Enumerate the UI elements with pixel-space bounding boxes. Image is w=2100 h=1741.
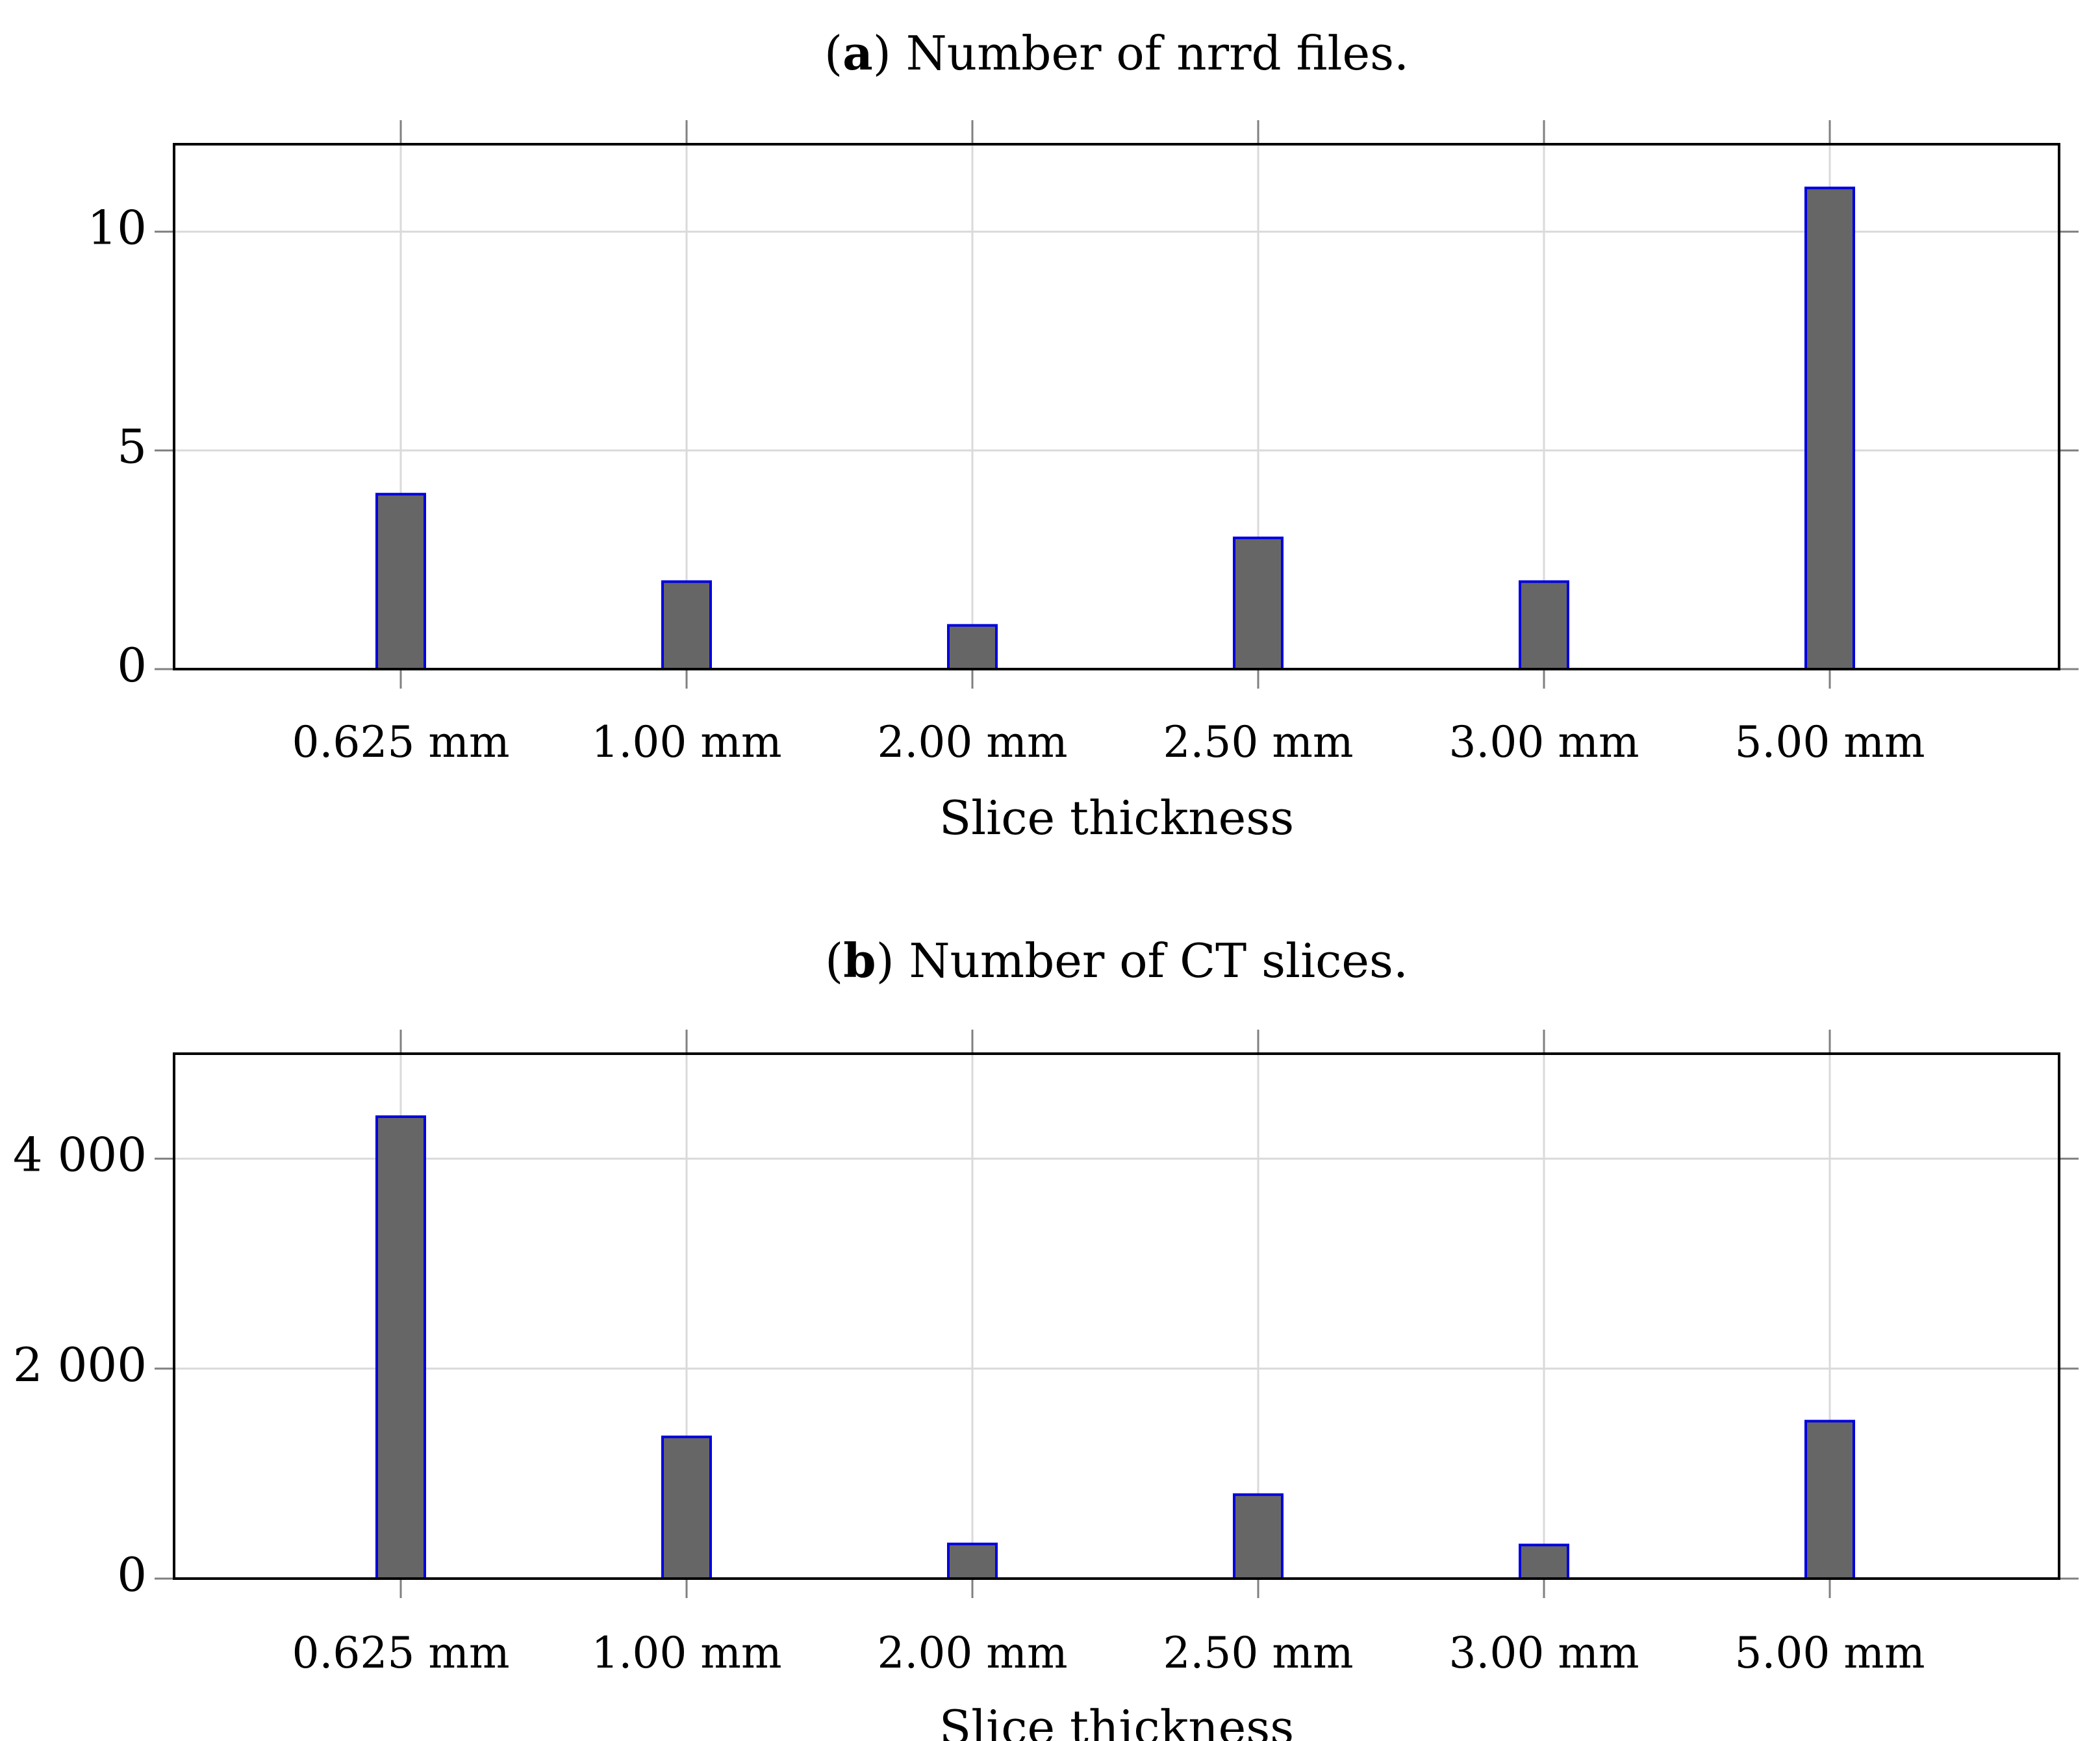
bar (1233, 1493, 1284, 1580)
bar (1233, 537, 1284, 670)
bar (1804, 186, 1855, 671)
bar (375, 1115, 426, 1580)
plot-frame (173, 1052, 2060, 1580)
x-tick-label: 2.00 mm (877, 1628, 1067, 1678)
bar (375, 492, 426, 671)
chart-b: (b) Number of CT slices. 0 2 000 4 000 0.625… (13, 933, 2079, 1741)
x-tick-label: 5.00 mm (1734, 1628, 1925, 1678)
y-tick-label: 0 (117, 638, 147, 693)
plot-frame (173, 143, 2060, 670)
title-panel-letter: a (842, 25, 873, 81)
y-tick-label: 0 (117, 1547, 147, 1602)
x-tick-label: 2.50 mm (1163, 1628, 1353, 1678)
x-tick-label: 5.00 mm (1734, 717, 1925, 767)
chart-title: (a) Number of nrrd files. (824, 25, 1409, 81)
y-tick-label: 2 000 (13, 1338, 147, 1392)
bar (1804, 1419, 1855, 1581)
bar (661, 1435, 712, 1581)
title-text: ) Number of nrrd files. (873, 26, 1409, 81)
x-tick-label: 2.00 mm (877, 717, 1067, 767)
x-tick-label: 1.00 mm (591, 1628, 781, 1678)
bar (947, 624, 998, 671)
x-tick-label: 3.00 mm (1448, 1628, 1639, 1678)
x-tick-label: 3.00 mm (1448, 717, 1639, 767)
x-axis-label: Slice thickness (939, 791, 1294, 845)
bar (1519, 1544, 1569, 1581)
chart-a: (a) Number of nrrd files. 0 5 10 0.625 mm 1.0… (87, 25, 2079, 845)
x-tick-label: 1.00 mm (591, 717, 781, 767)
y-tick-label: 4 000 (13, 1128, 147, 1182)
bar (1519, 580, 1569, 670)
x-axis-label: Slice thickness (939, 1700, 1294, 1741)
title-text: ) Number of CT slices. (876, 934, 1408, 988)
x-tick-label: 2.50 mm (1163, 717, 1353, 767)
x-tick-label: 0.625 mm (292, 1628, 509, 1678)
y-tick-label: 5 (117, 419, 147, 474)
bar (947, 1542, 998, 1581)
title-paren: ( (825, 934, 843, 988)
title-panel-letter: b (843, 933, 876, 988)
x-tick-label: 0.625 mm (292, 717, 509, 767)
title-paren: ( (824, 26, 842, 81)
chart-title: (b) Number of CT slices. (825, 933, 1408, 988)
bar (661, 580, 712, 670)
y-tick-label: 10 (87, 201, 147, 255)
